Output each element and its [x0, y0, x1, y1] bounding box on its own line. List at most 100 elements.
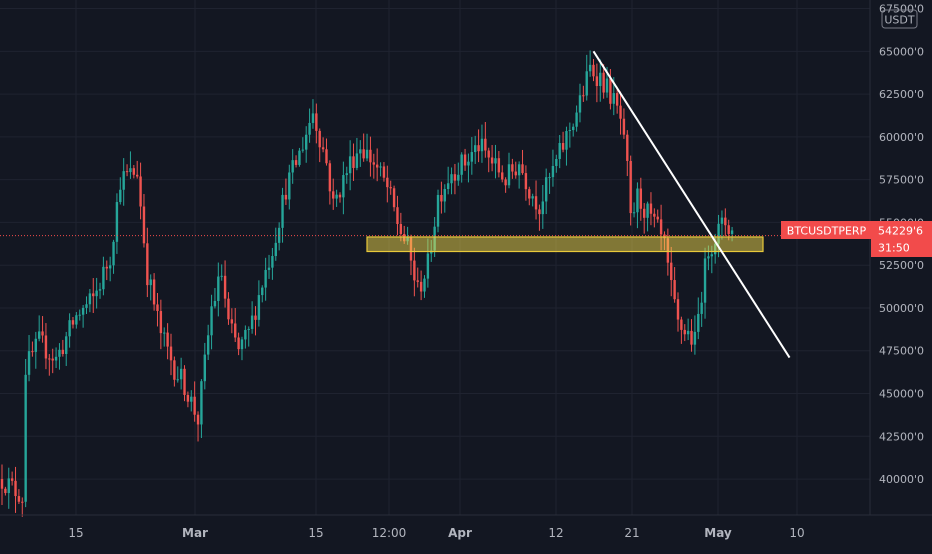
- candle-body: [7, 478, 10, 494]
- candle-body: [629, 160, 632, 214]
- candle-body: [85, 304, 88, 308]
- candle-body: [163, 332, 166, 334]
- support-zone[interactable]: [366, 236, 764, 253]
- candle-body: [352, 156, 355, 168]
- candle-body: [108, 265, 112, 269]
- candle-body: [308, 122, 311, 135]
- candle-body: [683, 329, 686, 335]
- candle-body: [477, 145, 480, 152]
- candle-body: [707, 256, 710, 259]
- candle-body: [338, 194, 342, 198]
- candle-body: [321, 147, 325, 150]
- candle-body: [717, 223, 720, 244]
- candle-body: [558, 143, 561, 159]
- candle-body: [305, 134, 308, 150]
- candle-body: [507, 164, 511, 186]
- candle-body: [217, 276, 220, 302]
- candle-body: [534, 196, 538, 210]
- candle-body: [271, 256, 274, 268]
- candle-body: [727, 225, 730, 234]
- candle-body: [538, 209, 541, 215]
- y-tick-label: 67500'0: [879, 3, 924, 16]
- candle-body: [125, 171, 129, 173]
- candle-body: [71, 320, 75, 325]
- candle-body: [375, 164, 379, 168]
- candle-body: [470, 152, 474, 162]
- candle-body: [700, 302, 703, 314]
- candle-body: [555, 158, 558, 166]
- candle-body: [446, 183, 450, 190]
- candle-body: [443, 189, 446, 202]
- candle-body: [514, 171, 517, 176]
- candle-body: [284, 194, 288, 200]
- candle-body: [419, 281, 423, 292]
- candle-body: [457, 174, 460, 181]
- candle-body: [690, 330, 693, 345]
- x-tick-label: 10: [789, 526, 804, 540]
- candle-body: [257, 295, 261, 320]
- candle-body: [548, 177, 551, 179]
- candle-body: [254, 315, 257, 320]
- candle-body: [17, 496, 21, 502]
- candle-body: [88, 293, 92, 305]
- candle-body: [517, 164, 521, 176]
- candle-body: [730, 230, 734, 234]
- y-tick-label: 62500'0: [879, 88, 924, 101]
- candle-body: [146, 243, 149, 286]
- candle-body: [497, 158, 501, 173]
- candle-body: [693, 331, 697, 345]
- x-tick-label: Apr: [448, 526, 472, 540]
- candle-body: [315, 113, 318, 131]
- candle-body: [599, 72, 602, 87]
- candle-body: [81, 307, 85, 315]
- countdown-label: 31:50: [878, 242, 910, 255]
- candle-body: [673, 280, 676, 300]
- candle-body: [223, 275, 227, 299]
- vertical-gridlines: [75, 0, 798, 515]
- candle-body: [396, 207, 399, 225]
- candlestick-series[interactable]: [0, 50, 734, 517]
- candle-body: [619, 105, 622, 119]
- candle-body: [365, 149, 369, 159]
- symbol-price-tag[interactable]: BTCUSDTPERP 54229'6 31:50: [781, 221, 932, 257]
- candle-body: [220, 275, 223, 277]
- candle-body: [234, 323, 237, 338]
- candle-body: [156, 304, 159, 312]
- x-tick-label: 12: [548, 526, 563, 540]
- currency-label: USDT: [884, 14, 915, 27]
- candle-body: [98, 289, 102, 291]
- candle-body: [139, 176, 142, 207]
- candle-body: [585, 71, 588, 96]
- candle-body: [4, 488, 7, 494]
- candle-body: [261, 287, 264, 296]
- candle-body: [345, 173, 348, 176]
- candle-body: [528, 189, 531, 199]
- candle-body: [609, 78, 612, 104]
- last-price-label: 54229'6: [878, 225, 923, 238]
- time-axis[interactable]: 15 Mar 15 12:00 Apr 12 21 May 10: [68, 526, 804, 540]
- candle-body: [622, 118, 626, 135]
- candle-body: [58, 349, 61, 357]
- candle-body: [149, 279, 152, 286]
- x-tick-label: 21: [624, 526, 639, 540]
- candle-body: [48, 358, 51, 360]
- price-tag-background: [871, 221, 932, 257]
- candle-body: [565, 131, 568, 150]
- candle-body: [132, 168, 136, 175]
- currency-badge[interactable]: USDT: [881, 9, 918, 29]
- candle-body: [136, 174, 139, 177]
- candle-body: [65, 336, 68, 354]
- x-tick-label: Mar: [182, 526, 208, 540]
- candle-body: [605, 78, 609, 93]
- candle-body: [487, 150, 490, 158]
- candle-body: [115, 202, 119, 242]
- trendline[interactable]: [592, 50, 791, 359]
- candle-body: [142, 206, 146, 244]
- candle-body: [78, 314, 81, 316]
- y-tick-label: 42500'0: [879, 430, 924, 443]
- candle-body: [311, 113, 315, 123]
- x-tick-label: 15: [68, 526, 83, 540]
